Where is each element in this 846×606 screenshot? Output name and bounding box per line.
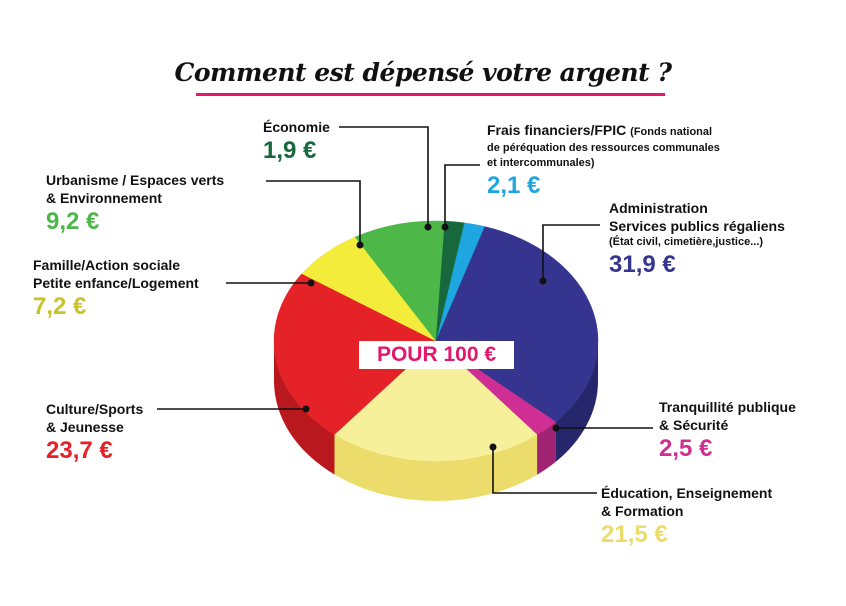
label-famille-name-2: Petite enfance/Logement (33, 275, 199, 291)
label-urbanisme-name-1: Urbanisme / Espaces verts (46, 172, 225, 188)
label-tranquillite-name-1: Tranquillité publique (659, 399, 796, 415)
label-economie-name: Économie (263, 119, 330, 135)
pie-slice-6 (354, 220, 446, 342)
leader-dot-education (489, 443, 497, 451)
label-urbanisme-value: 9,2 € (46, 208, 100, 235)
label-economie-value: 1,9 € (263, 137, 317, 164)
label-economie: Économie 1,9 € (263, 118, 330, 166)
leader-dot-famille (307, 279, 315, 287)
label-tranquillite: Tranquillité publique & Sécurité 2,5 € (659, 398, 796, 464)
page-title: Comment est dépensé votre argent ? (174, 58, 672, 87)
label-administration-name-2: Services publics régaliens (609, 218, 785, 234)
label-administration-detail: (État civil, cimetière,justice...) (609, 236, 764, 248)
pie-slice-4 (273, 273, 437, 435)
label-education-value: 21,5 € (601, 521, 668, 548)
leader-dot-frais (441, 223, 449, 231)
label-famille-value: 7,2 € (33, 293, 87, 320)
label-tranquillite-value: 2,5 € (659, 435, 713, 462)
leader-dot-tranquillite (552, 424, 560, 432)
label-famille: Famille/Action sociale Petite enfance/Lo… (33, 256, 199, 322)
pie-side-3-0 (334, 434, 538, 501)
label-urbanisme: Urbanisme / Espaces verts & Environnemen… (46, 171, 224, 237)
label-frais-detail-inline: (Fonds national (630, 126, 713, 138)
label-culture-name-2: & Jeunesse (46, 419, 124, 435)
pie-side-2-0 (537, 421, 556, 475)
leader-line-administration (542, 224, 600, 280)
leader-dot-economie (424, 223, 432, 231)
leader-dot-urbanisme (356, 241, 364, 249)
leader-dot-culture (302, 405, 310, 413)
label-famille-name-1: Famille/Action sociale (33, 257, 181, 273)
label-frais-value: 2,1 € (487, 172, 541, 199)
pie-slice-3 (334, 340, 538, 462)
label-frais-detail-1: de péréquation des ressources communales (487, 142, 720, 154)
title-underline (196, 93, 665, 96)
label-administration-name-1: Administration (609, 200, 708, 216)
center-label: POUR 100 € (359, 341, 514, 369)
leader-line-education (492, 448, 597, 494)
label-culture-value: 23,7 € (46, 437, 113, 464)
label-culture-name-1: Culture/Sports (46, 401, 144, 417)
pie-slice-1 (435, 226, 599, 423)
label-education: Éducation, Enseignement & Formation 21,5… (601, 484, 772, 550)
pie-side-1-0 (555, 341, 598, 462)
label-education-name-2: & Formation (601, 503, 684, 519)
leader-lines (157, 126, 653, 494)
leader-line-frais (444, 164, 480, 224)
label-education-name-1: Éducation, Enseignement (601, 485, 773, 501)
label-administration-value: 31,9 € (609, 251, 676, 278)
leader-dots (302, 223, 560, 451)
label-frais: Frais financiers/FPIC (Fonds national de… (487, 121, 720, 201)
pie-side-4-0 (274, 341, 335, 475)
label-administration: Administration Services publics régalien… (609, 199, 785, 280)
label-culture: Culture/Sports & Jeunesse 23,7 € (46, 400, 143, 466)
leader-dot-administration (539, 277, 547, 285)
label-frais-name: Frais financiers/FPIC (487, 122, 627, 138)
pie-top (273, 220, 599, 462)
label-tranquillite-name-2: & Sécurité (659, 417, 729, 433)
leader-line-economie (339, 126, 429, 224)
pie-sides (274, 341, 598, 501)
leader-line-urbanisme (266, 180, 361, 244)
label-urbanisme-name-2: & Environnement (46, 190, 162, 206)
label-frais-detail-2: et intercommunales) (487, 157, 595, 169)
